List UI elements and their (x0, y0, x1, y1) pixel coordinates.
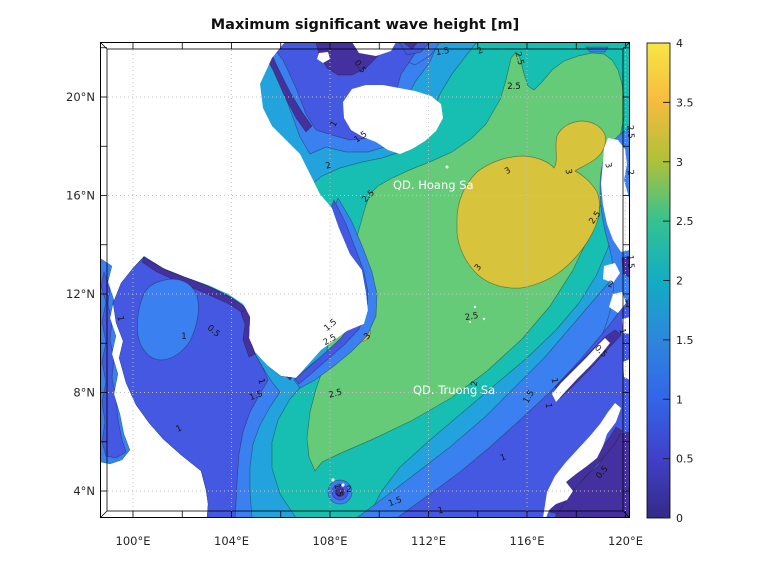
band-1-1p5-topedge-sliver (585, 46, 609, 53)
contour-label: 3 (503, 166, 513, 177)
place-label: QD. Hoang Sa (393, 178, 474, 192)
visayas-island (609, 292, 626, 313)
tonkin-islet (317, 52, 330, 63)
contour-label: 2 (346, 485, 351, 495)
contour-label: 2 (476, 46, 485, 57)
y-axis-tick-label: 20°N (66, 90, 95, 104)
contour-label: 1 (624, 300, 629, 310)
contour-label: 2 (607, 280, 615, 291)
x-axis-tick-label: 120°E (608, 534, 643, 548)
spratly-islet-3 (469, 321, 471, 323)
contour-label: 1 (115, 315, 126, 322)
contour-label: 3 (602, 162, 613, 170)
band-0-0p5-tonkin-west (262, 45, 313, 133)
y-axis-tick-label: 12°N (66, 287, 95, 301)
colorbar-tick-label: 2.5 (676, 215, 694, 228)
contour-label: 1 (549, 377, 560, 384)
frame-corner (622, 510, 631, 519)
contour-label: 1 (175, 424, 184, 435)
condao-islet (331, 478, 335, 482)
band-0p5-1-topwedge (398, 42, 431, 56)
hainan-island (343, 85, 443, 154)
band-2p5-3 (306, 51, 625, 472)
x-axis-tick-label: 104°E (214, 534, 249, 548)
colorbar-tick-label: 1.5 (676, 334, 694, 347)
colorbar-tick-label: 3 (676, 156, 683, 169)
figure-dynamic-layer: 100°E 104°E 108°E 112°E 116°E 120°E20°N16°N12… (66, 37, 694, 548)
contour-label: 2.5 (512, 51, 525, 67)
frame-inner (106, 48, 624, 512)
hainan-se-islet (395, 134, 410, 147)
contour-label: 1.5 (331, 483, 344, 499)
colorbar-tick-label: 1 (676, 393, 683, 406)
band-0-0p5-topwedge (401, 42, 419, 50)
x-axis-tick-label: 108°E (313, 534, 348, 548)
frame-outer (100, 42, 630, 518)
contour-label: 2.5 (464, 311, 479, 323)
spratly-islet (473, 305, 477, 309)
contour-bands (100, 42, 630, 518)
contour-label: 2 (325, 161, 333, 172)
colorbar-tick-label: 3.5 (676, 96, 694, 109)
spratly-islet-2 (482, 317, 486, 321)
contour-label: 2.5 (328, 387, 344, 400)
mindoro-island (603, 263, 620, 283)
contour-label: 1 (255, 378, 266, 386)
contour-label: 1.5 (248, 389, 264, 403)
borneo-landmass (543, 403, 621, 518)
contour-label: 2.5 (507, 82, 521, 92)
contour-label: 2 (470, 380, 481, 387)
contour-label: 1 (329, 119, 340, 129)
colorbar-tick-label: 2 (676, 275, 683, 288)
chart-title: Maximum significant wave height [m] (211, 17, 520, 33)
band-1-1p5-gulf-center (137, 278, 199, 361)
y-axis-tick-label: 8°N (73, 386, 95, 400)
palawan-island (552, 338, 610, 402)
contour-label: 1 (616, 328, 627, 336)
colorbar-tick-label: 0 (676, 512, 683, 525)
frame-corner (99, 510, 108, 519)
colorbar-tick-label: 4 (676, 37, 683, 50)
y-axis-tick-label: 4°N (73, 484, 95, 498)
frame-corner (622, 41, 631, 50)
contour-label: 1 (499, 452, 508, 463)
map-dynamic-layer: 0.511.522.51.5 2 2.52.52.5332332.52.51.521… (99, 41, 636, 519)
contour-label: 3 (473, 262, 484, 273)
borneo-east-islet (623, 359, 630, 380)
y-axis-tick-label: 16°N (66, 189, 95, 203)
band-0-0p5-conson (335, 487, 345, 497)
place-label: QD. Truong Sa (413, 383, 495, 397)
panay-island (622, 317, 630, 334)
condao-islet-2 (341, 483, 345, 487)
contour-label: 3 (362, 331, 373, 342)
contour-label: 1 (181, 332, 186, 342)
contour-label: 3 (563, 168, 574, 175)
band-3-plus-main (456, 120, 606, 289)
paracel-islet (445, 165, 449, 169)
map-axes: 0.511.522.51.5 2 2.52.52.5332332.52.51.521… (99, 41, 636, 519)
contour-label: 1.5 (387, 495, 403, 509)
frame-corner (99, 41, 108, 50)
x-axis-tick-label: 112°E (411, 534, 446, 548)
land-islands (317, 42, 630, 518)
colorbar-tick-label: 0.5 (676, 453, 694, 466)
map-frame (99, 41, 631, 519)
x-axis-tick-label: 116°E (510, 534, 545, 548)
x-axis-tick-label: 100°E (116, 534, 151, 548)
contour-label: 1 (543, 403, 553, 409)
